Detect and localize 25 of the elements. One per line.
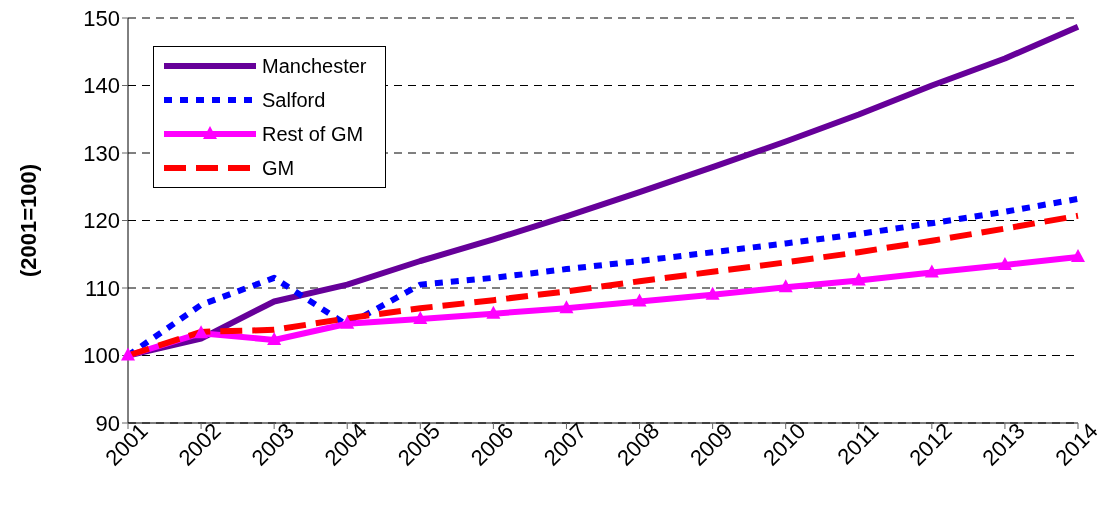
point — [194, 325, 209, 339]
legend-label: Salford — [262, 88, 326, 112]
legend-label: Rest of GM — [262, 122, 364, 146]
point — [705, 286, 720, 300]
y-tick-label: 100 — [83, 343, 120, 369]
point — [267, 331, 282, 345]
point — [1071, 248, 1085, 262]
y-tick-label: 120 — [83, 208, 120, 234]
point — [121, 347, 135, 361]
point — [340, 315, 355, 329]
y-tick-label: 150 — [83, 5, 120, 31]
point — [413, 311, 428, 325]
legend-label: Manchester — [262, 54, 367, 78]
y-axis-title: (2001=100) — [15, 163, 41, 278]
y-tick-label: 140 — [83, 73, 120, 99]
y-tick-label: 110 — [84, 275, 120, 301]
legend-label: GM — [262, 156, 295, 180]
point — [851, 272, 866, 286]
point — [924, 264, 939, 278]
point — [632, 293, 647, 307]
point — [778, 279, 793, 293]
y-tick-label: 130 — [83, 140, 120, 166]
point — [486, 305, 501, 319]
point — [559, 300, 574, 314]
point — [997, 257, 1012, 271]
